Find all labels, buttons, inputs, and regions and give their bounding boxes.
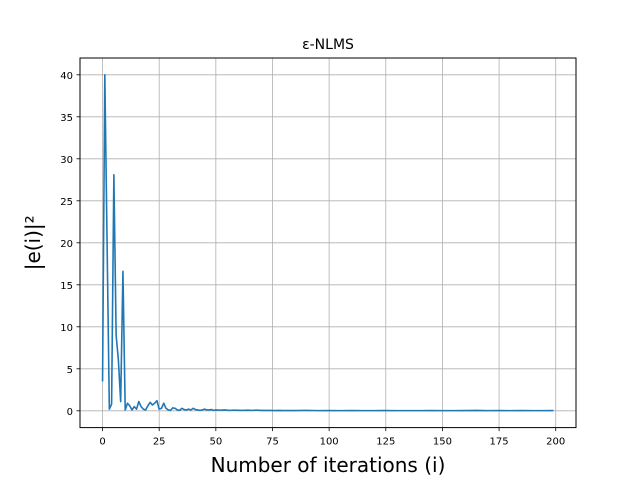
y-tick-label: 5 xyxy=(67,365,73,376)
y-tick-label: 35 xyxy=(60,113,73,124)
series-line xyxy=(101,74,554,412)
y-tick-label: 40 xyxy=(60,71,73,82)
y-tick-label: 25 xyxy=(60,197,73,208)
x-tick-label: 75 xyxy=(266,437,279,448)
grid xyxy=(80,58,576,428)
y-tick-label: 10 xyxy=(60,323,73,334)
y-axis-label: |e(i)|² xyxy=(21,215,45,270)
y-tick-label: 15 xyxy=(60,281,73,292)
x-tick-label: 0 xyxy=(99,437,105,448)
x-axis-label: Number of iterations (i) xyxy=(211,453,446,477)
series-layer xyxy=(101,74,554,412)
x-axis: 0 25 50 75 100 125 150 175 200 xyxy=(99,427,565,448)
x-tick-label: 175 xyxy=(490,437,509,448)
x-tick-label: 150 xyxy=(433,437,452,448)
y-tick-label: 20 xyxy=(60,239,73,250)
chart-title: ε-NLMS xyxy=(302,37,354,53)
y-axis: 0 5 10 15 20 25 30 35 40 xyxy=(60,71,80,418)
x-tick-label: 200 xyxy=(546,437,565,448)
x-tick-label: 25 xyxy=(153,437,166,448)
y-tick-label: 0 xyxy=(67,407,73,418)
x-tick-label: 100 xyxy=(320,437,339,448)
x-tick-label: 125 xyxy=(376,437,395,448)
x-tick-label: 50 xyxy=(209,437,222,448)
y-tick-label: 30 xyxy=(60,155,73,166)
